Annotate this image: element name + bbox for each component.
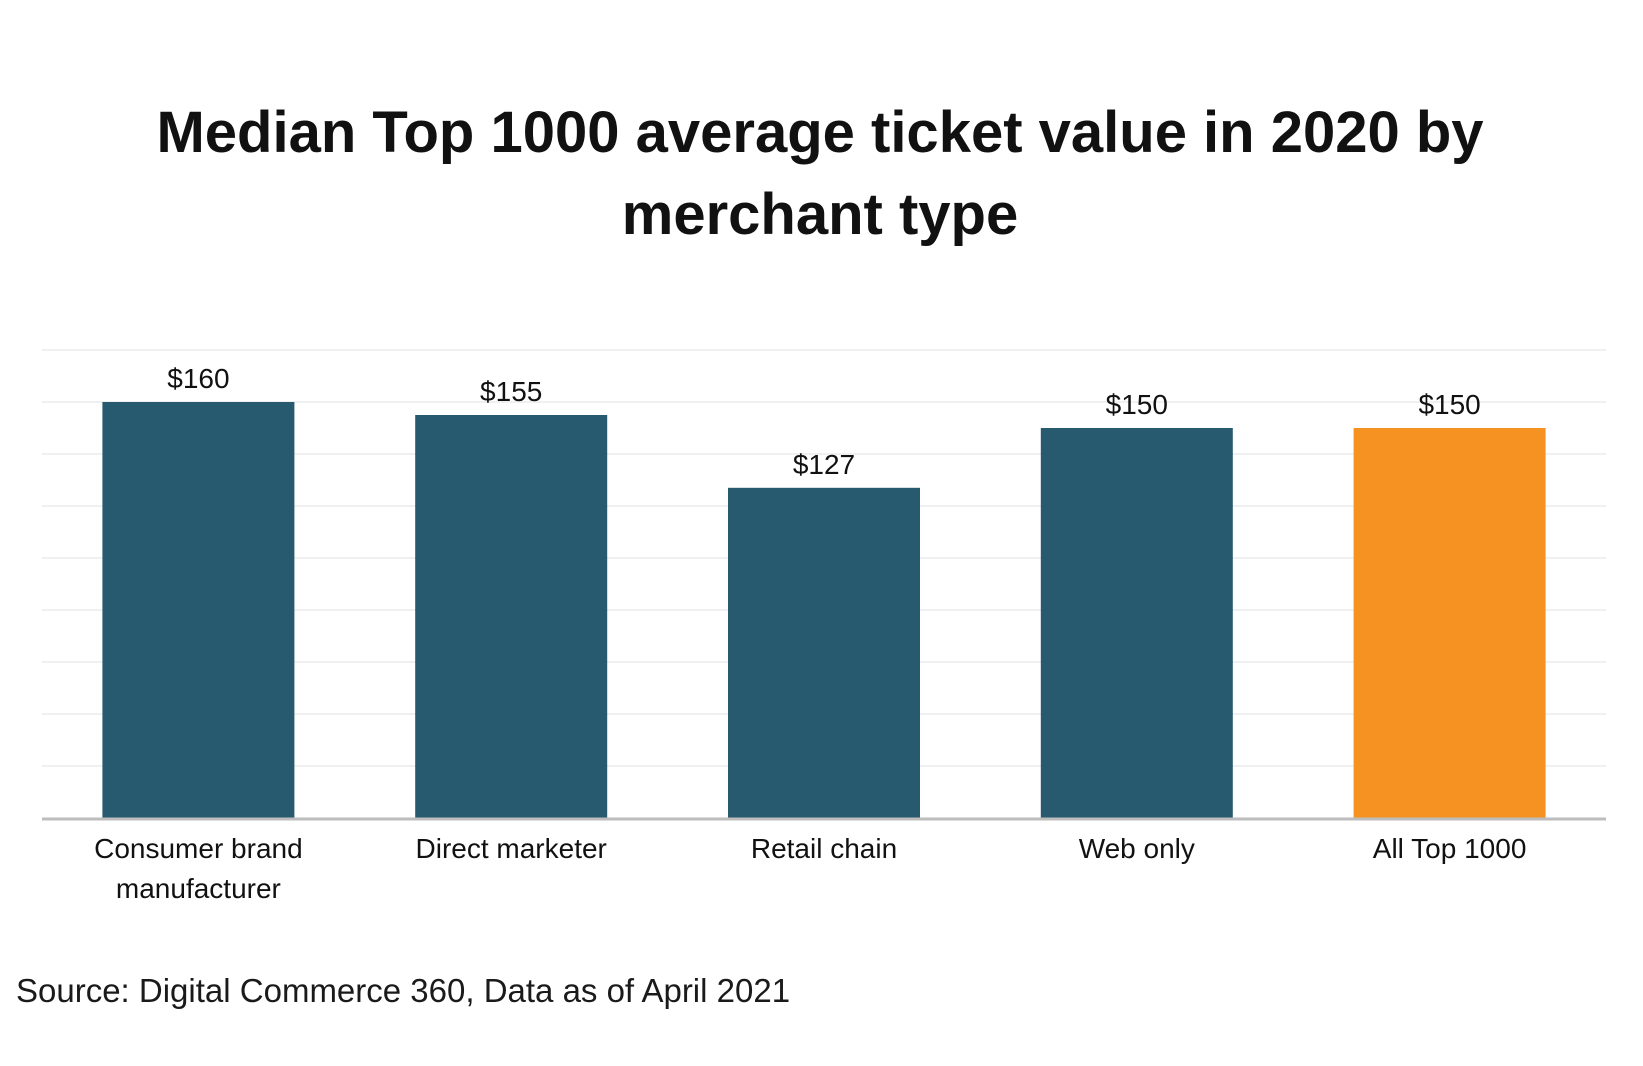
source-note: Source: Digital Commerce 360, Data as of… (16, 972, 791, 1009)
category-label: Consumer brand manufacturer (94, 833, 303, 904)
category-label: Web only (1079, 833, 1195, 864)
bar (1040, 428, 1233, 818)
category-label: All Top 1000 (1373, 833, 1527, 864)
value-labels: $160 $155 $127 $150 $150 (167, 363, 1480, 480)
category-label-line: Retail chain (751, 833, 897, 864)
bar-value-label: $155 (480, 376, 542, 407)
category-label-line: manufacturer (116, 873, 281, 904)
chart-title: Median Top 1000 average ticket value in … (156, 100, 1484, 247)
bar-value-label: $150 (1106, 389, 1168, 420)
bar-value-label: $150 (1418, 389, 1480, 420)
bar (415, 415, 608, 818)
category-label-line: Direct marketer (416, 833, 607, 864)
category-label: Direct marketer (416, 833, 607, 864)
category-label: Retail chain (751, 833, 897, 864)
category-labels: Consumer brand manufacturer Direct markete… (94, 833, 1526, 904)
category-label-line: Web only (1079, 833, 1195, 864)
bar (102, 402, 295, 818)
bars (102, 402, 1546, 818)
category-label-line: All Top 1000 (1373, 833, 1527, 864)
bar (1353, 428, 1546, 818)
category-label-line: Consumer brand (94, 833, 303, 864)
bar-value-label: $160 (167, 363, 229, 394)
bar (728, 487, 920, 818)
bar-value-label: $127 (793, 449, 855, 480)
